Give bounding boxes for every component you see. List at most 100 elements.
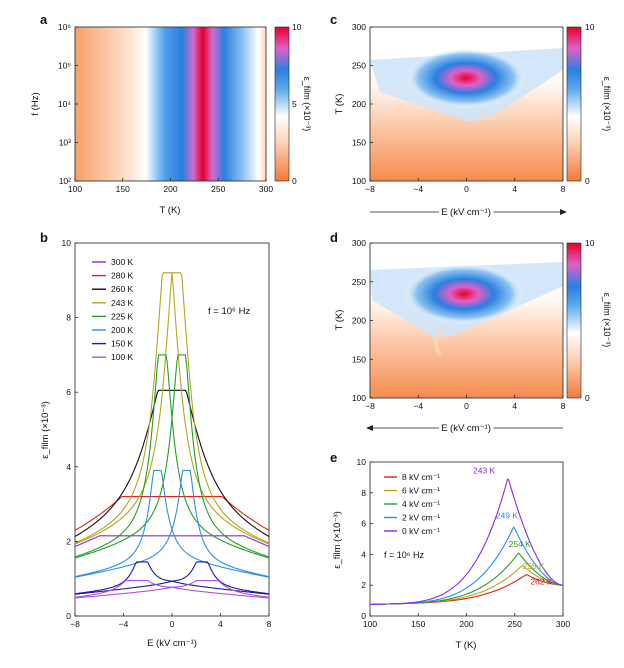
panel-d-xtick-label: 4 (512, 401, 517, 411)
panel-label-b: b (40, 230, 48, 245)
sweep-arrow-backward (366, 425, 373, 431)
colorbar-label-a: ε_film (×10⁻³) (302, 77, 312, 132)
panel-e-ytick-label: 4 (361, 549, 366, 559)
heatmap-a (75, 27, 266, 181)
panel-c-xtick-label: −8 (365, 184, 375, 194)
panel-a-ytick-label: 10⁴ (58, 99, 71, 109)
legend-label-b: 100 K (111, 352, 134, 362)
panel-a-xtick-label: 100 (68, 184, 82, 194)
legend-label-e: 4 kV cm⁻¹ (402, 499, 440, 509)
panel-a-xtick-label: 300 (259, 184, 273, 194)
panel-label-d: d (330, 230, 338, 245)
peak-label-e: 254 K (509, 539, 532, 549)
panel-b-ytick-label: 10 (62, 238, 72, 248)
legend-label-b: 225 K (111, 311, 134, 321)
colorbar-c-tick-label: 0 (585, 176, 590, 186)
panel-c-ytick-label: 300 (352, 22, 366, 32)
colorbar-c-tick-label: 10 (585, 22, 595, 32)
panel-c-ytick-label: 250 (352, 61, 366, 71)
panel-a-ytick-label: 10⁶ (58, 22, 71, 32)
curve-b-243k-1 (75, 272, 269, 545)
panel-e: 100 150 200 250 300 0 2 4 6 8 10 8 kV cm⁻¹ 6 kV cm… (332, 457, 570, 651)
axis-ylabel-e: ε_film (×10⁻³) (332, 511, 343, 569)
panel-d-xtick-label: 0 (464, 401, 469, 411)
panel-c-ytick-label: 150 (352, 138, 366, 148)
panel-e-ytick-label: 8 (361, 488, 366, 498)
panel-b-xtick-label: 0 (170, 619, 175, 629)
axis-ylabel-a: f (Hz) (30, 92, 41, 115)
curve-b-100k-1 (75, 580, 269, 599)
panel-b-xtick-label: 4 (218, 619, 223, 629)
panel-b-ytick-label: 2 (66, 536, 71, 546)
panel-d-ytick-label: 150 (352, 354, 366, 364)
annotation-freq-b: f = 10⁶ Hz (208, 306, 250, 317)
panel-d-xtick-label: 8 (561, 401, 566, 411)
colorbar-d (566, 242, 582, 399)
axis-ylabel-d: T (K) (334, 310, 345, 331)
curve-e-4 (370, 478, 563, 606)
legend-label-e: 8 kV cm⁻¹ (402, 472, 440, 482)
panel-a-xtick-label: 250 (211, 184, 225, 194)
panel-b-xtick-label: −4 (119, 619, 129, 629)
curve-b-200k-1 (75, 469, 269, 578)
colorbar-a (274, 26, 290, 182)
panel-label-c: c (330, 12, 337, 27)
panel-e-ytick-label: 2 (361, 580, 366, 590)
curve-b-200k-0 (75, 469, 269, 578)
panel-c-xtick-label: 4 (512, 184, 517, 194)
legend-label-b: 300 K (111, 257, 134, 267)
curve-b-280k-0 (75, 496, 269, 531)
panel-label-a: a (40, 12, 48, 27)
panel-e-ytick-label: 10 (357, 457, 367, 467)
peak-label-e: 249 K (496, 511, 519, 521)
panel-label-e: e (330, 450, 337, 465)
axis-xlabel-d: E (kV cm⁻¹) (441, 423, 491, 434)
legend-label-e: 6 kV cm⁻¹ (402, 486, 440, 496)
panel-e-xtick-label: 100 (363, 619, 377, 629)
panel-e-xtick-label: 300 (556, 619, 570, 629)
curve-b-150k-1 (75, 561, 269, 595)
axis-ylabel-c: T (K) (334, 94, 345, 115)
panel-d-ytick-label: 100 (352, 393, 366, 403)
annotation-freq-e: f = 10⁶ Hz (384, 550, 424, 560)
axis-xlabel-c: E (kV cm⁻¹) (441, 207, 491, 218)
panel-c-ytick-label: 200 (352, 99, 366, 109)
panel-d-ytick-label: 250 (352, 277, 366, 287)
axis-xlabel-e: T (K) (456, 640, 477, 651)
panel-d-xtick-label: −8 (365, 401, 375, 411)
panel-d-xtick-label: −4 (413, 401, 423, 411)
panel-e-xtick-label: 200 (459, 619, 473, 629)
curve-b-300k-0 (75, 535, 269, 548)
colorbar-c (566, 26, 582, 182)
panel-a-xtick-label: 200 (163, 184, 177, 194)
axis-xlabel-b: E (kV cm⁻¹) (147, 638, 197, 649)
colorbar-label-d: ε_film (×10⁻³) (602, 293, 612, 348)
panel-e-xtick-label: 150 (411, 619, 425, 629)
panel-b-ytick-label: 0 (66, 611, 71, 621)
legend-label-b: 200 K (111, 325, 134, 335)
colorbar-label-c: ε_film (×10⁻³) (602, 77, 612, 132)
panel-a-ytick-label: 10³ (59, 138, 71, 148)
colorbar-a-tick-label: 5 (292, 99, 297, 109)
panel-e-ytick-label: 6 (361, 519, 366, 529)
legend-label-b: 150 K (111, 339, 134, 349)
legend-label-b: 243 K (111, 298, 134, 308)
panel-b-ytick-label: 8 (66, 313, 71, 323)
panel-d-ytick-label: 200 (352, 316, 366, 326)
colorbar-d-tick-label: 10 (585, 238, 595, 248)
panel-b-ytick-label: 6 (66, 387, 71, 397)
panel-a-ytick-label: 10² (59, 176, 71, 186)
colorbar-d-tick-label: 0 (585, 393, 590, 403)
peak-label-e: 243 K (473, 465, 496, 475)
legend-label-e: 0 kV cm⁻¹ (402, 526, 440, 536)
panel-c-xtick-label: −4 (413, 184, 423, 194)
panel-a-ytick-label: 10⁵ (58, 61, 71, 71)
panel-e-ytick-label: 0 (361, 611, 366, 621)
legend-label-e: 2 kV cm⁻¹ (402, 513, 440, 523)
panel-c-xtick-label: 0 (464, 184, 469, 194)
curve-b-260k-0 (75, 389, 269, 537)
panel-b-xtick-label: −8 (70, 619, 80, 629)
